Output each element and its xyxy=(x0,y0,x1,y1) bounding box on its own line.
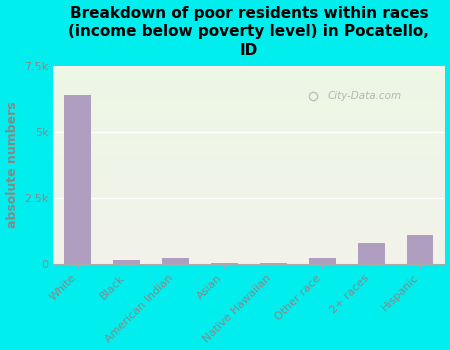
Y-axis label: absolute numbers: absolute numbers xyxy=(5,102,18,228)
Bar xyxy=(113,260,140,264)
Bar xyxy=(211,263,238,264)
Title: Breakdown of poor residents within races
(income below poverty level) in Pocatel: Breakdown of poor residents within races… xyxy=(68,6,429,58)
Bar xyxy=(162,258,189,264)
Bar xyxy=(406,235,433,264)
Bar xyxy=(358,243,385,264)
Bar xyxy=(260,263,287,264)
Bar xyxy=(358,243,385,264)
Bar xyxy=(162,258,189,264)
Bar xyxy=(64,95,91,264)
Bar xyxy=(64,95,91,264)
Bar xyxy=(260,263,287,264)
Bar xyxy=(406,235,433,264)
Bar xyxy=(113,260,140,264)
Bar xyxy=(211,263,238,264)
Bar xyxy=(309,258,336,264)
Text: City-Data.com: City-Data.com xyxy=(327,91,401,100)
Bar xyxy=(309,258,336,264)
